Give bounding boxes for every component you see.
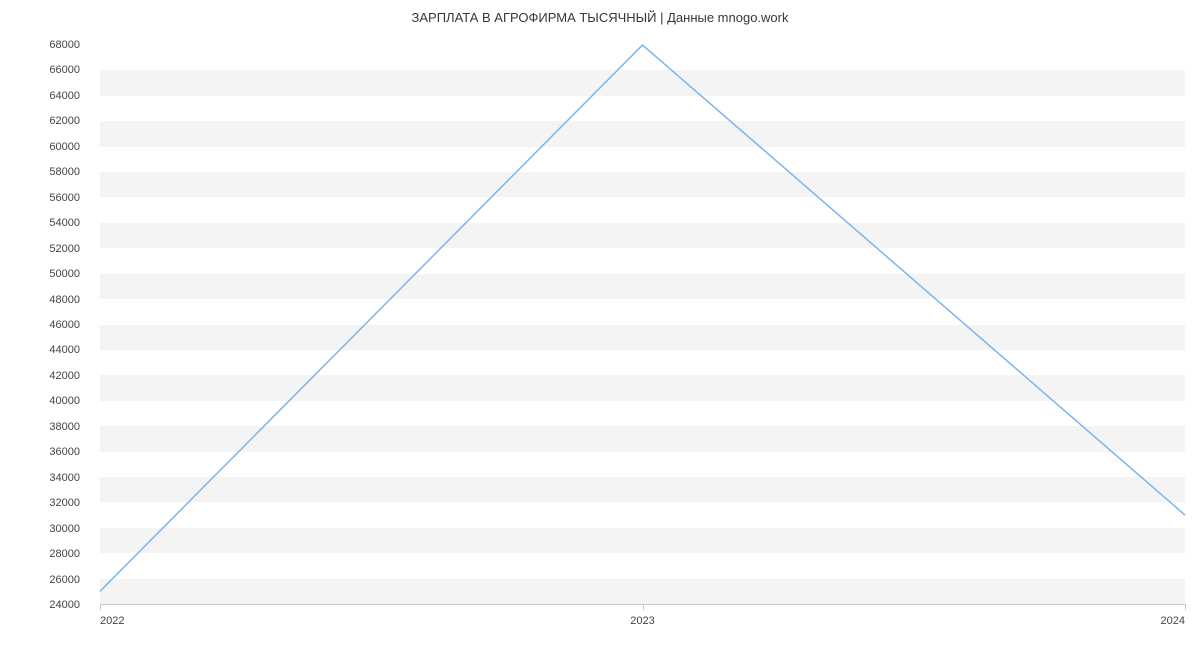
plot-area [100, 45, 1185, 605]
y-tick-label: 30000 [49, 523, 80, 535]
x-tick-label: 2023 [630, 615, 654, 627]
y-tick-label: 52000 [49, 243, 80, 255]
y-tick-label: 36000 [49, 446, 80, 458]
y-tick-label: 68000 [49, 39, 80, 51]
y-tick-label: 24000 [49, 599, 80, 611]
salary-line [100, 45, 1185, 591]
x-tick [1185, 604, 1186, 610]
y-tick-label: 46000 [49, 319, 80, 331]
y-tick-label: 58000 [49, 166, 80, 178]
y-tick-label: 60000 [49, 141, 80, 153]
y-tick-label: 26000 [49, 574, 80, 586]
y-tick-label: 54000 [49, 217, 80, 229]
y-tick-label: 48000 [49, 294, 80, 306]
y-tick-label: 62000 [49, 115, 80, 127]
y-tick-label: 56000 [49, 192, 80, 204]
x-axis-labels: 2022 2023 2024 [100, 610, 1185, 635]
chart-title: ЗАРПЛАТА В АГРОФИРМА ТЫСЯЧНЫЙ | Данные m… [0, 0, 1200, 25]
y-tick-label: 28000 [49, 548, 80, 560]
y-tick-label: 50000 [49, 268, 80, 280]
y-tick-label: 64000 [49, 90, 80, 102]
y-tick-label: 42000 [49, 370, 80, 382]
y-tick-label: 38000 [49, 421, 80, 433]
x-tick-label: 2024 [1161, 615, 1185, 627]
y-tick-label: 34000 [49, 472, 80, 484]
y-tick-label: 32000 [49, 497, 80, 509]
y-axis-labels: 2400026000280003000032000340003600038000… [0, 45, 90, 605]
line-series [100, 45, 1185, 604]
y-tick-label: 44000 [49, 344, 80, 356]
y-tick-label: 66000 [49, 64, 80, 76]
y-tick-label: 40000 [49, 395, 80, 407]
x-tick-label: 2022 [100, 615, 124, 627]
